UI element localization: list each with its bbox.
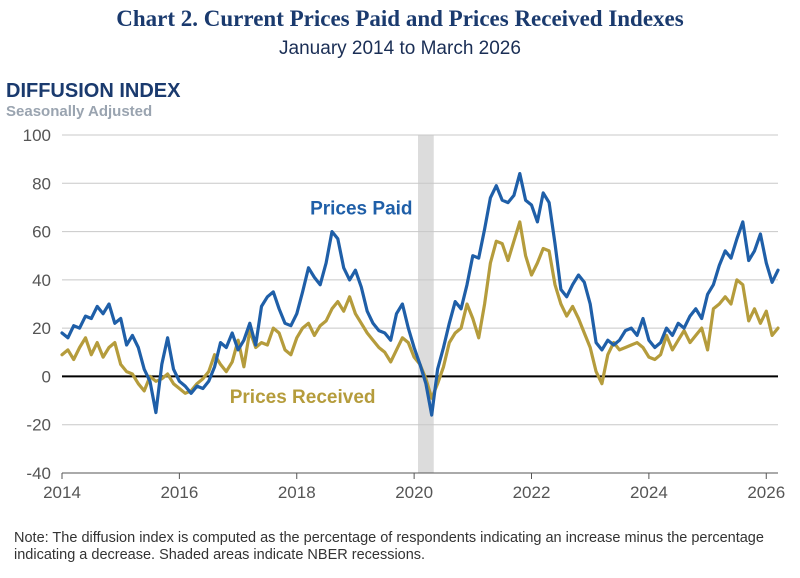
x-tick-label: 2022 — [513, 483, 551, 502]
y-tick-label: -40 — [26, 464, 51, 483]
chart-subtitle: January 2014 to March 2026 — [279, 38, 521, 59]
y-axis-label: DIFFUSION INDEX — [6, 80, 181, 102]
x-tick-label: 2016 — [160, 483, 198, 502]
y-axis-unit: Seasonally Adjusted — [6, 103, 153, 120]
x-tick-label: 2018 — [278, 483, 316, 502]
x-tick-label: 2026 — [747, 483, 785, 502]
y-tick-label: 100 — [23, 126, 51, 145]
prices-received-label: Prices Received — [230, 387, 376, 408]
x-tick-label: 2024 — [630, 483, 668, 502]
series-layer — [60, 172, 780, 417]
y-tick-label: 0 — [42, 367, 51, 386]
y-tick-label: 60 — [32, 223, 51, 242]
prices-paid-label: Prices Paid — [310, 199, 412, 220]
y-tick-label: 80 — [32, 174, 51, 193]
chart-note: Note: The diffusion index is computed as… — [14, 530, 764, 563]
y-tick-label: 20 — [32, 319, 51, 338]
recession-band — [418, 135, 434, 473]
recession-layer — [418, 135, 434, 473]
y-tick-label: 40 — [32, 271, 51, 290]
prices-paid-line — [60, 172, 780, 417]
x-tick-label: 2020 — [395, 483, 433, 502]
axis-layer: -40 -20 0 20 40 60 80 100 2014 2016 2018 2020 2022 20… — [23, 126, 786, 502]
chart-title: Chart 2. Current Prices Paid and Prices … — [116, 6, 684, 31]
annotation-layer: Prices Paid Prices Received — [230, 199, 413, 408]
x-tick-label: 2014 — [43, 483, 81, 502]
y-tick-label: -20 — [26, 416, 51, 435]
